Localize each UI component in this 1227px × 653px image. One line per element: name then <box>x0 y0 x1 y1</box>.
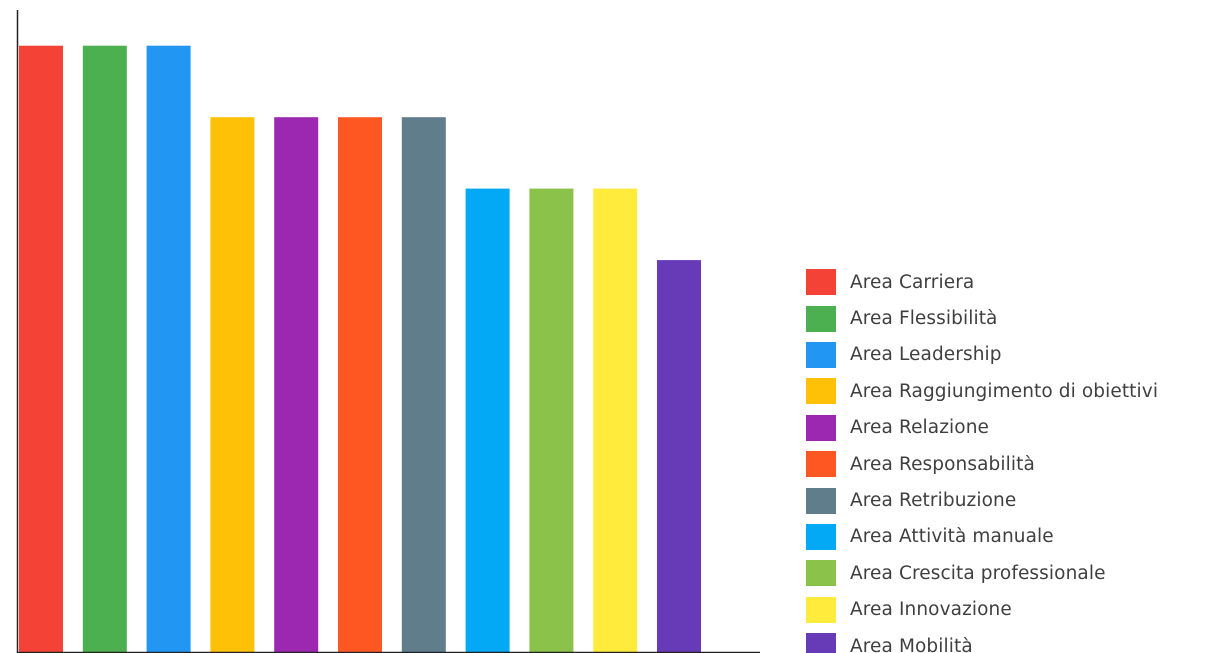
legend-item: Area Carriera <box>806 264 1227 300</box>
legend-label: Area Retribuzione <box>850 490 1017 512</box>
legend-swatch <box>806 560 836 587</box>
legend-item: Area Responsabilità <box>806 446 1227 482</box>
legend-swatch <box>806 487 836 514</box>
legend-label: Area Responsabilità <box>850 453 1035 475</box>
legend-item: Area Relazione <box>806 410 1227 446</box>
legend-swatch <box>806 378 836 405</box>
legend-swatch <box>806 341 836 368</box>
legend-label: Area Carriera <box>850 271 975 293</box>
legend-label: Area Crescita professionale <box>850 562 1106 584</box>
legend-swatch <box>806 633 836 653</box>
legend-swatch <box>806 414 836 441</box>
legend-swatch <box>806 305 836 332</box>
legend-label: Area Attività manuale <box>850 526 1054 548</box>
legend-label: Area Relazione <box>850 417 990 439</box>
bar-chart <box>16 10 760 653</box>
legend-label: Area Flessibilità <box>850 308 998 330</box>
bar-4 <box>210 117 255 653</box>
bar-6 <box>338 117 382 653</box>
bar-2 <box>82 45 127 653</box>
legend-swatch <box>806 523 836 550</box>
bar-8 <box>465 188 510 653</box>
legend-item: Area Retribuzione <box>806 482 1227 518</box>
legend-label: Area Leadership <box>850 344 1002 366</box>
legend-label: Area Mobilità <box>850 635 973 653</box>
legend-swatch <box>806 269 836 296</box>
legend-item: Area Flessibilità <box>806 300 1227 336</box>
bar-11 <box>657 260 701 653</box>
bar-10 <box>593 188 638 653</box>
legend-swatch <box>806 451 836 478</box>
legend-item: Area Raggiungimento di obiettivi <box>806 373 1227 409</box>
legend-item: Area Innovazione <box>806 592 1227 628</box>
bar-5 <box>274 117 319 653</box>
chart-legend: Area Carriera Area Flessibilità Area Leade… <box>806 264 1227 653</box>
legend-item: Area Mobilità <box>806 628 1227 653</box>
bar-1 <box>19 45 63 653</box>
legend-swatch <box>806 596 836 623</box>
bar-3 <box>146 45 191 653</box>
legend-item: Area Crescita professionale <box>806 555 1227 591</box>
legend-item: Area Leadership <box>806 337 1227 373</box>
bar-9 <box>529 188 574 653</box>
legend-label: Area Raggiungimento di obiettivi <box>850 380 1159 402</box>
legend-item: Area Attività manuale <box>806 519 1227 555</box>
bar-7 <box>401 117 446 653</box>
legend-label: Area Innovazione <box>850 599 1012 621</box>
bars-group <box>19 45 701 653</box>
